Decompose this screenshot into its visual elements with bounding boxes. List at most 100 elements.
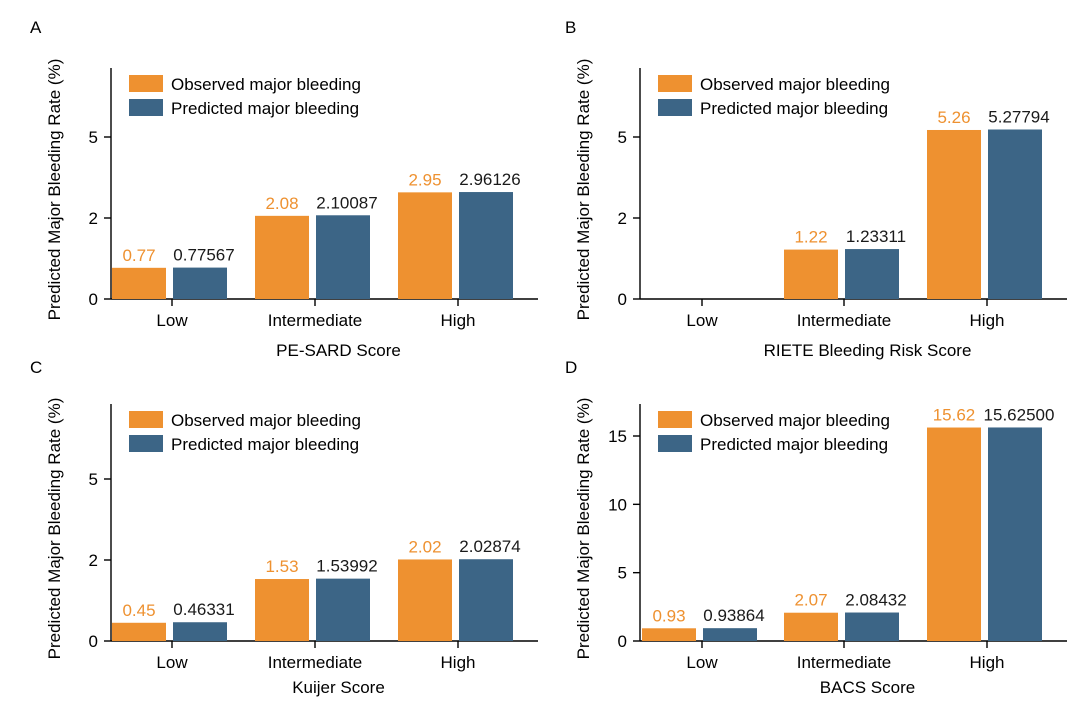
- legend-swatch-predicted: [129, 99, 163, 116]
- chart-panel-b: B 0 2 5 Low Intermediate High RIETE Bleeding Ri…: [565, 18, 1067, 360]
- legend-swatch-predicted: [129, 435, 163, 452]
- bar-predicted-low: [173, 622, 227, 641]
- value-label-predicted: 2.96126: [459, 170, 520, 189]
- legend-label-predicted: Predicted major bleeding: [171, 99, 359, 118]
- value-label-observed: 2.02: [408, 537, 441, 556]
- y-axis-title: Predicted Major Bleeding Rate (%): [45, 59, 64, 321]
- chart-panel-d: D 0 5 10 15 Low Intermediate High BACS Score Pred…: [565, 358, 1067, 697]
- legend-label-observed: Observed major bleeding: [171, 411, 361, 430]
- x-axis-title: PE-SARD Score: [276, 341, 401, 360]
- x-tick-label: Low: [686, 311, 718, 330]
- legend-swatch-observed: [129, 411, 163, 428]
- y-axis-title: Predicted Major Bleeding Rate (%): [574, 59, 593, 321]
- value-label-observed: 15.62: [933, 406, 976, 425]
- bar-predicted-intermediate: [316, 215, 370, 299]
- bar-predicted-low: [173, 267, 227, 299]
- y-tick-label: 5: [89, 128, 98, 147]
- x-tick-label: Intermediate: [797, 653, 892, 672]
- value-label-observed: 0.45: [122, 601, 155, 620]
- panel-letter: B: [565, 18, 576, 37]
- value-label-predicted: 2.08432: [845, 591, 906, 610]
- panel-letter: A: [30, 18, 42, 37]
- value-label-predicted: 1.53992: [316, 557, 377, 576]
- legend-swatch-predicted: [658, 435, 692, 452]
- legend-swatch-predicted: [658, 99, 692, 116]
- bar-observed-low: [112, 622, 166, 641]
- bar-predicted-intermediate: [845, 612, 899, 641]
- bar-observed-low: [112, 267, 166, 299]
- y-axis-title: Predicted Major Bleeding Rate (%): [45, 398, 64, 660]
- x-tick-label: Low: [156, 653, 188, 672]
- bar-predicted-high: [459, 559, 513, 641]
- bar-observed-low: [642, 628, 696, 641]
- value-label-predicted: 0.46331: [173, 600, 234, 619]
- chart-panel-c: C 0 2 5 Low Intermediate High Kuijer Score Predi…: [30, 358, 538, 697]
- bar-observed-high: [927, 129, 981, 299]
- y-tick-label: 5: [618, 128, 627, 147]
- value-label-predicted: 5.27794: [988, 107, 1049, 126]
- legend-label-observed: Observed major bleeding: [700, 75, 890, 94]
- chart-panel-a: A 0 2 5 Low Intermediate High PE-SARD Score Pred…: [30, 18, 538, 360]
- legend-label-observed: Observed major bleeding: [171, 75, 361, 94]
- value-label-observed: 5.26: [937, 108, 970, 127]
- bar-predicted-low: [703, 628, 757, 641]
- value-label-predicted: 0.77567: [173, 246, 234, 265]
- bar-predicted-high: [988, 129, 1042, 299]
- bar-observed-intermediate: [255, 579, 309, 641]
- value-label-observed: 2.95: [408, 170, 441, 189]
- x-tick-label: High: [441, 653, 476, 672]
- bar-observed-intermediate: [255, 215, 309, 299]
- bar-predicted-intermediate: [845, 249, 899, 299]
- x-tick-label: High: [970, 311, 1005, 330]
- value-label-predicted: 2.02874: [459, 537, 520, 556]
- legend-label-predicted: Predicted major bleeding: [700, 435, 888, 454]
- x-tick-label: Low: [156, 311, 188, 330]
- y-tick-label: 0: [618, 290, 627, 309]
- legend-label-predicted: Predicted major bleeding: [700, 99, 888, 118]
- value-label-observed: 1.53: [265, 557, 298, 576]
- bar-observed-high: [927, 427, 981, 641]
- value-label-observed: 1.22: [794, 228, 827, 247]
- bar-predicted-intermediate: [316, 578, 370, 641]
- x-axis-title: BACS Score: [820, 678, 915, 697]
- value-label-predicted: 15.62500: [984, 405, 1055, 424]
- panel-letter: C: [30, 358, 42, 377]
- panel-letter: D: [565, 358, 577, 377]
- x-tick-label: High: [441, 311, 476, 330]
- bar-predicted-high: [988, 427, 1042, 641]
- value-label-observed: 2.08: [265, 194, 298, 213]
- y-tick-label: 15: [608, 427, 627, 446]
- y-axis-title: Predicted Major Bleeding Rate (%): [574, 398, 593, 660]
- y-tick-label: 2: [89, 209, 98, 228]
- x-axis-title: Kuijer Score: [292, 678, 385, 697]
- y-tick-label: 2: [89, 551, 98, 570]
- value-label-observed: 0.77: [122, 246, 155, 265]
- y-tick-label: 0: [89, 290, 98, 309]
- legend-swatch-observed: [658, 411, 692, 428]
- legend-swatch-observed: [129, 75, 163, 92]
- bar-observed-high: [398, 192, 452, 299]
- value-label-observed: 2.07: [794, 591, 827, 610]
- y-tick-label: 10: [608, 495, 627, 514]
- bar-predicted-high: [459, 192, 513, 299]
- legend-label-predicted: Predicted major bleeding: [171, 435, 359, 454]
- value-label-predicted: 2.10087: [316, 193, 377, 212]
- x-tick-label: Low: [686, 653, 718, 672]
- bar-observed-high: [398, 559, 452, 641]
- y-tick-label: 2: [618, 209, 627, 228]
- bar-observed-intermediate: [784, 612, 838, 641]
- value-label-predicted: 0.93864: [703, 606, 764, 625]
- y-tick-label: 0: [89, 632, 98, 651]
- x-tick-label: High: [970, 653, 1005, 672]
- x-axis-title: RIETE Bleeding Risk Score: [764, 341, 972, 360]
- x-tick-label: Intermediate: [797, 311, 892, 330]
- value-label-observed: 0.93: [652, 606, 685, 625]
- x-tick-label: Intermediate: [268, 311, 363, 330]
- legend-swatch-observed: [658, 75, 692, 92]
- bar-observed-intermediate: [784, 249, 838, 299]
- y-tick-label: 0: [618, 632, 627, 651]
- value-label-predicted: 1.23311: [846, 227, 906, 246]
- y-tick-label: 5: [89, 470, 98, 489]
- legend-label-observed: Observed major bleeding: [700, 411, 890, 430]
